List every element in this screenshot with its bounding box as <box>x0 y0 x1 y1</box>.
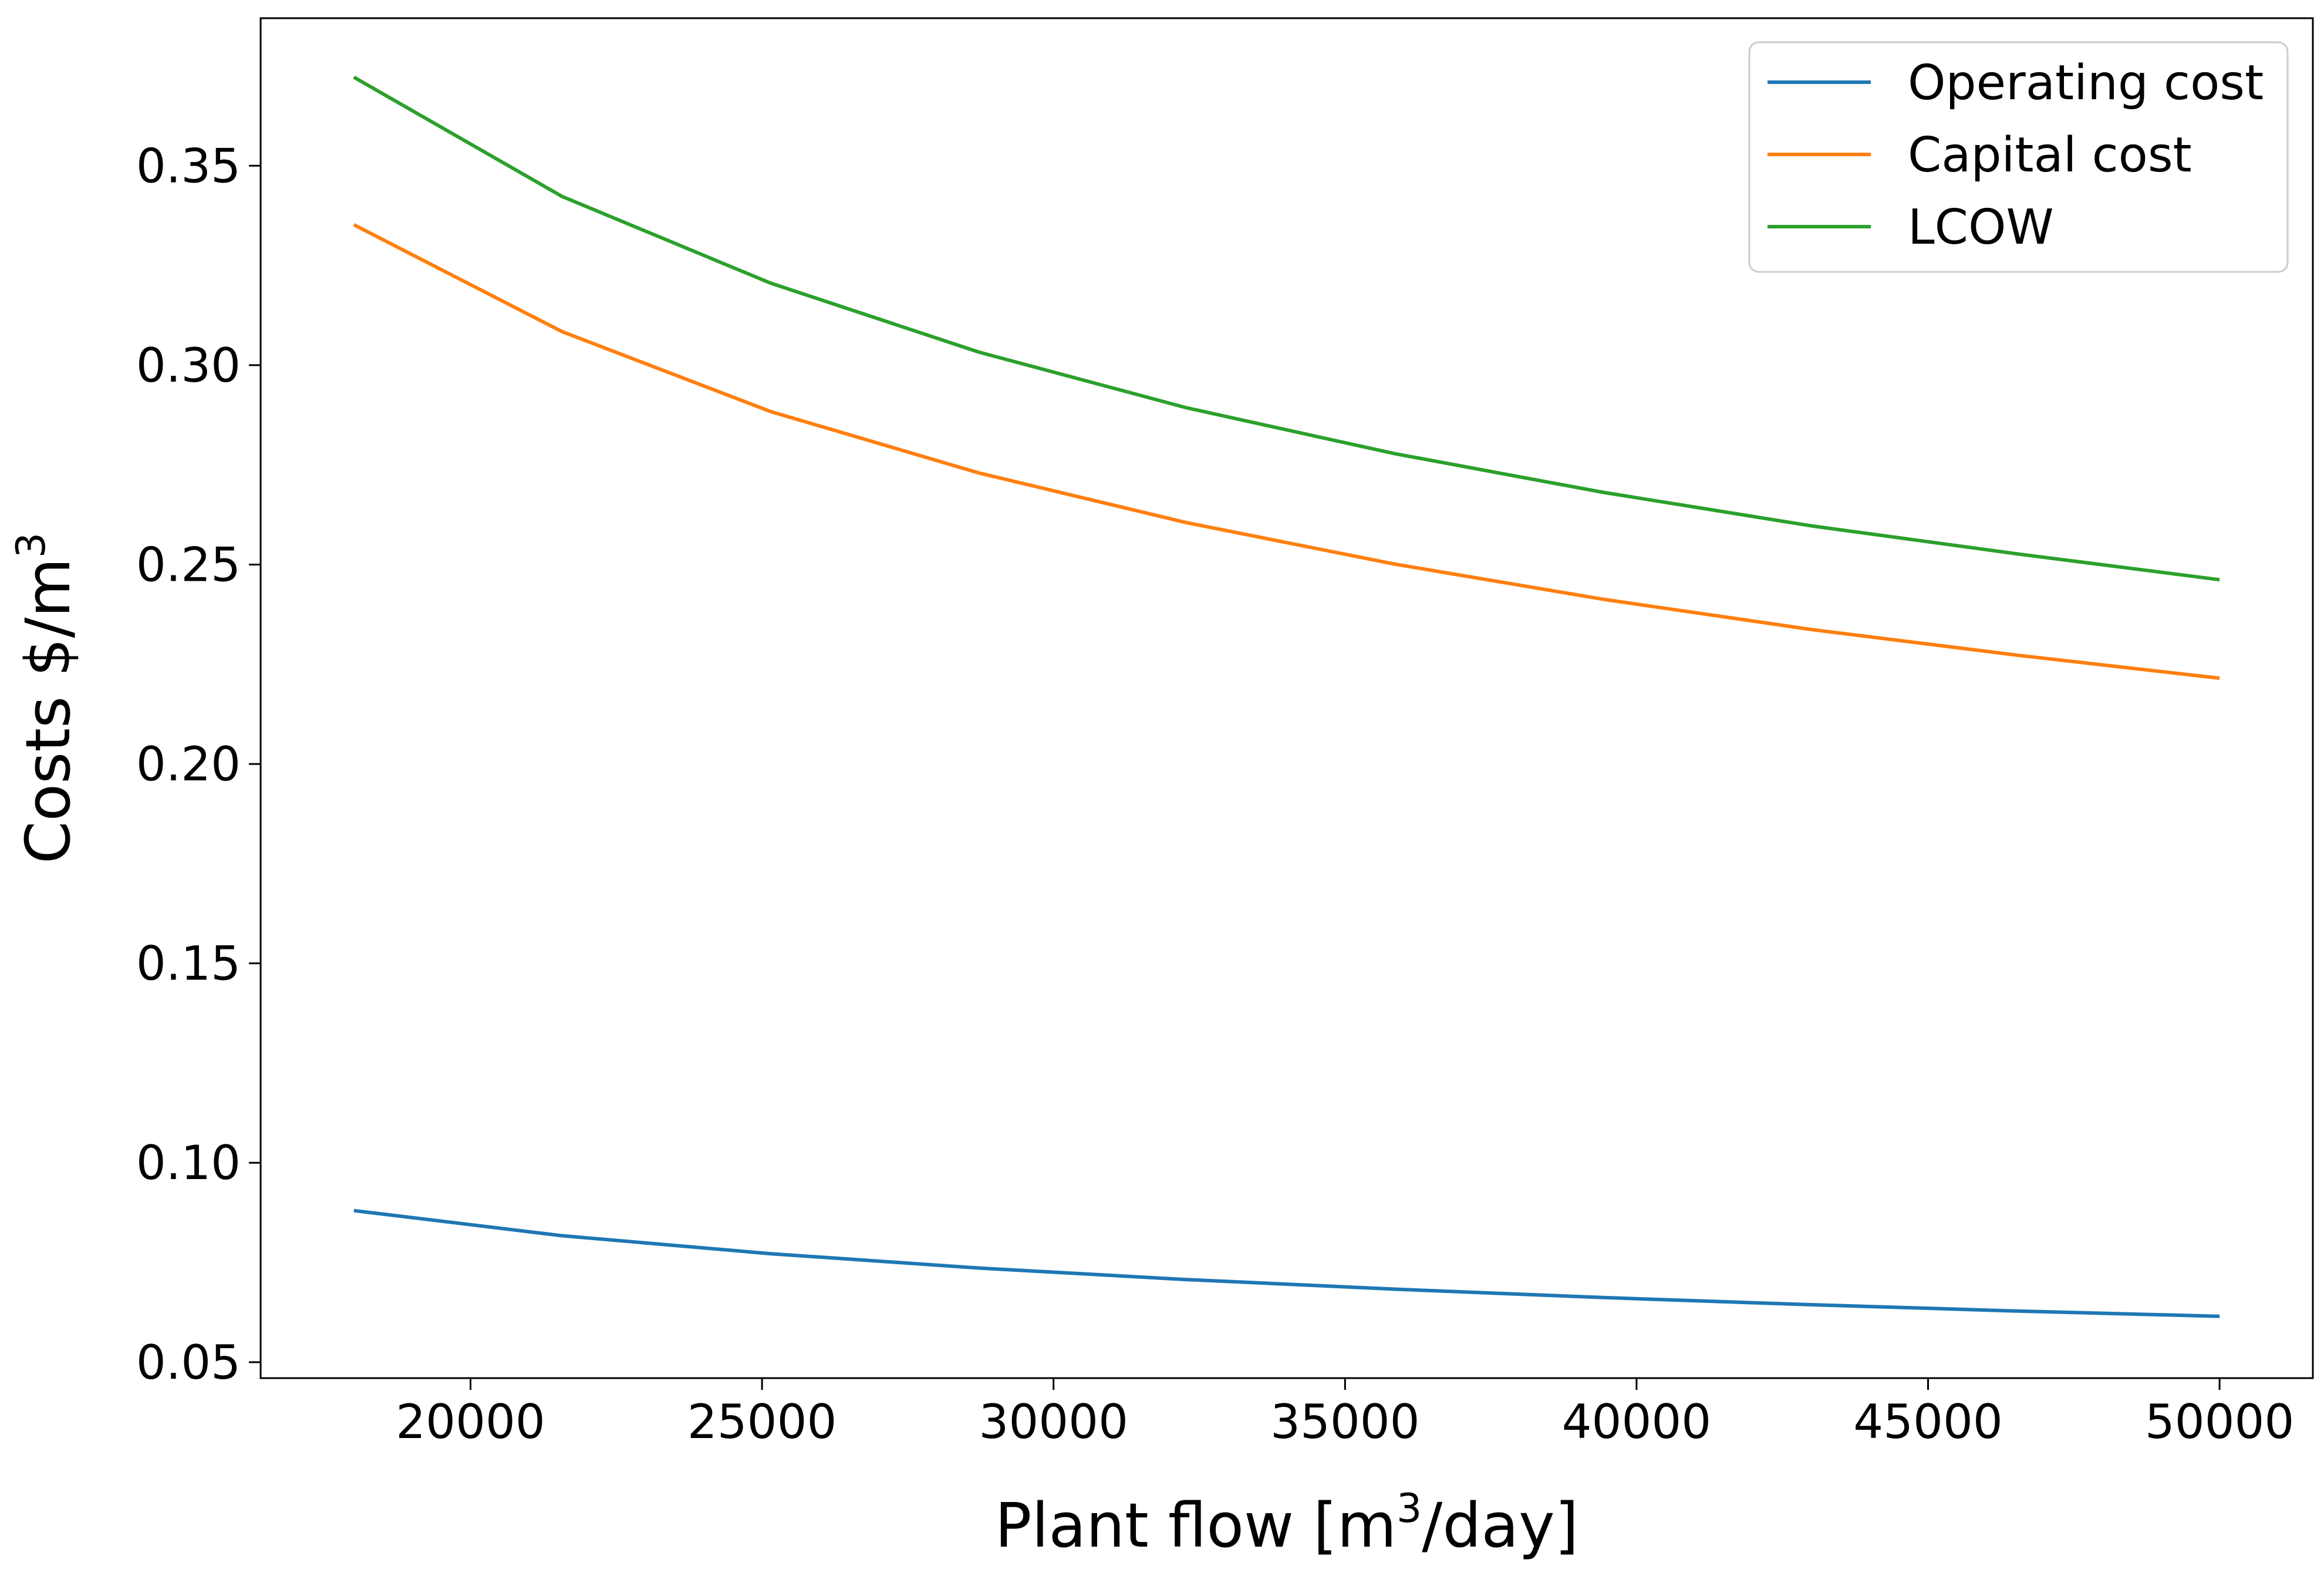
legend-label-2: LCOW <box>1908 200 2054 255</box>
series-layer <box>353 75 2220 1318</box>
y-axis-label: Costs $/m3 <box>8 533 84 864</box>
x-tick-label: 25000 <box>687 1395 837 1449</box>
x-axis: 20000 25000 30000 35000 40000 45000 50000 <box>396 1378 2294 1449</box>
x-tick-label: 35000 <box>1270 1395 1420 1449</box>
series-line-1 <box>353 223 2220 680</box>
series-line-2 <box>353 75 2220 582</box>
x-tick-label: 20000 <box>396 1395 545 1449</box>
x-axis-label-sup: 3 <box>1397 1486 1422 1532</box>
y-axis: 0.05 0.10 0.15 0.20 0.25 0.30 0.35 <box>136 139 261 1390</box>
x-axis-label: Plant flow [m3/day] <box>995 1486 1578 1561</box>
y-tick-label: 0.25 <box>136 537 241 592</box>
x-axis-label-prefix: Plant flow [m <box>995 1490 1397 1561</box>
series-line-0 <box>353 1208 2220 1318</box>
x-tick-label: 30000 <box>979 1395 1128 1449</box>
x-tick-label: 45000 <box>1853 1395 2003 1449</box>
x-tick-label: 40000 <box>1562 1395 1712 1449</box>
plot-frame <box>259 17 2314 1379</box>
legend-label-0: Operating cost <box>1908 55 2264 111</box>
y-axis-label-sup: 3 <box>8 533 55 558</box>
y-tick-label: 0.35 <box>136 139 241 193</box>
x-tick-label: 50000 <box>2145 1395 2295 1449</box>
y-tick-label: 0.10 <box>136 1136 241 1190</box>
y-tick-label: 0.20 <box>136 737 241 792</box>
legend-box <box>1748 41 2289 273</box>
y-tick-label: 0.30 <box>136 338 241 393</box>
y-tick-label: 0.15 <box>136 937 241 991</box>
legend-label-1: Capital cost <box>1908 127 2192 183</box>
y-axis-label-prefix: Costs $/m <box>12 558 84 864</box>
x-axis-label-suffix: /day] <box>1422 1490 1578 1561</box>
legend-entries: Operating cost Capital cost LCOW <box>1768 55 2264 255</box>
legend: Operating cost Capital cost LCOW <box>1748 41 2289 273</box>
y-tick-label: 0.05 <box>136 1335 241 1390</box>
